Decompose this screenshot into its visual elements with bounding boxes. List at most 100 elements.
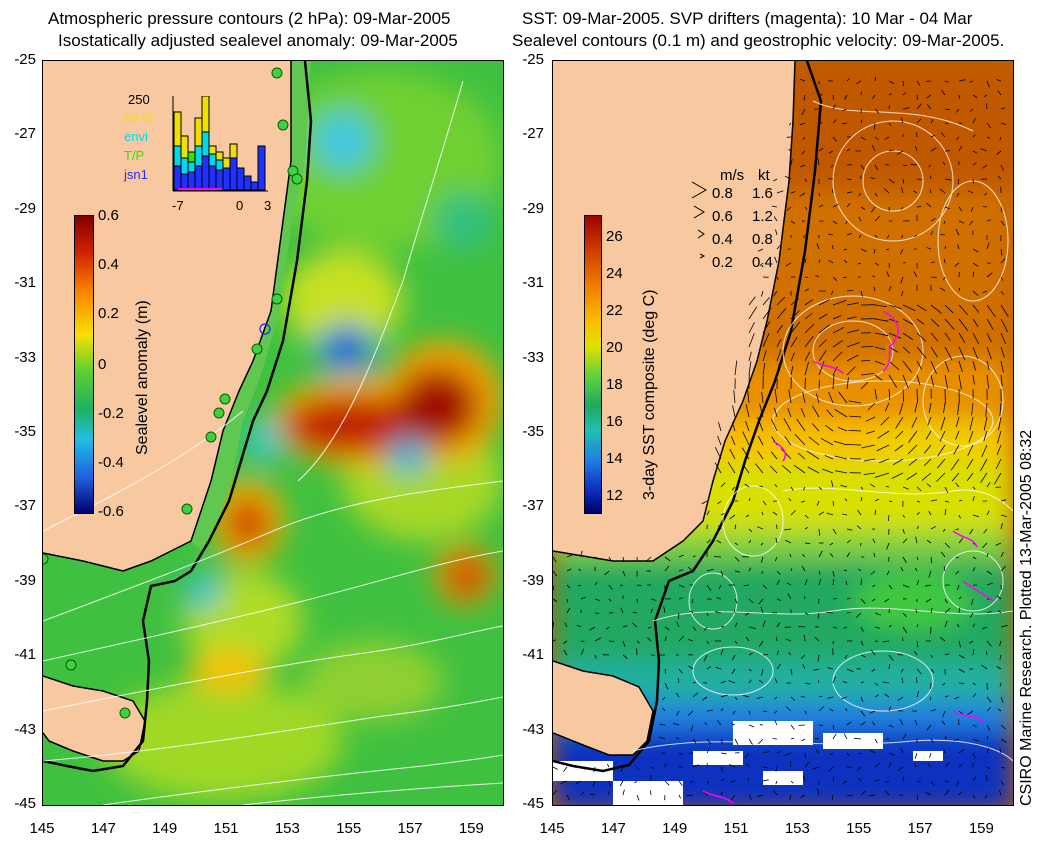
velocity-arrow xyxy=(914,719,918,726)
velocity-arrow xyxy=(566,598,569,603)
velocity-arrow xyxy=(650,598,657,601)
velocity-arrow xyxy=(804,542,811,545)
velocity-arrow xyxy=(817,158,820,166)
velocity-arrow xyxy=(899,719,904,726)
velocity-arrow xyxy=(566,554,574,558)
velocity-arrow xyxy=(824,455,834,460)
velocity-arrow xyxy=(636,598,638,603)
velocity-arrow xyxy=(901,290,904,297)
velocity-arrow xyxy=(775,636,778,642)
velocity-arrow xyxy=(846,377,849,390)
velocity-arrow xyxy=(916,178,922,181)
velocity-arrow xyxy=(846,444,862,446)
velocity-arrow xyxy=(817,679,820,684)
velocity-arrow xyxy=(972,682,976,686)
velocity-arrow xyxy=(916,318,925,325)
inset-ymax-label: 250 xyxy=(128,92,150,107)
velocity-arrow xyxy=(908,458,918,466)
velocity-arrow xyxy=(786,206,792,211)
velocity-arrow xyxy=(907,444,918,455)
velocity-arrow xyxy=(566,584,571,589)
velocity-arrow xyxy=(773,216,778,222)
velocity-arrow xyxy=(734,622,738,628)
velocity-arrow xyxy=(808,436,820,446)
velocity-arrow xyxy=(944,653,950,656)
velocity-arrow xyxy=(874,779,880,782)
velocity-arrow xyxy=(747,777,750,782)
velocity-arrow xyxy=(928,510,932,516)
velocity-arrow xyxy=(818,192,821,197)
velocity-arrow xyxy=(761,668,764,676)
velocity-arrow xyxy=(790,668,793,675)
velocity-arrow xyxy=(745,636,750,642)
velocity-arrow xyxy=(837,427,848,432)
velocity-arrow xyxy=(827,696,834,699)
velocity-arrow xyxy=(796,418,806,432)
velocity-arrow xyxy=(940,551,946,558)
velocity-arrow xyxy=(969,108,974,112)
y-tick-r-0: -25 xyxy=(522,51,544,68)
velocity-arrow xyxy=(871,721,876,726)
velocity-arrow xyxy=(717,525,722,530)
velocity-arrow xyxy=(593,766,596,773)
velocity-arrow xyxy=(829,708,834,712)
velocity-arrow xyxy=(773,407,778,418)
velocity-arrow xyxy=(858,752,862,755)
velocity-arrow xyxy=(925,430,932,440)
velocity-arrow xyxy=(560,780,568,785)
velocity-arrow xyxy=(743,695,750,698)
velocity-arrow xyxy=(969,416,974,431)
velocity-arrow xyxy=(748,296,756,306)
velocity-arrow xyxy=(675,692,680,698)
velocity-row-1-ms: 0.6 xyxy=(712,208,733,225)
velocity-arrow xyxy=(874,192,878,197)
velocity-arrow xyxy=(874,374,883,381)
velocity-arrow xyxy=(804,595,806,600)
velocity-arrow xyxy=(747,389,750,404)
velocity-arrow xyxy=(958,145,963,152)
velocity-arrow xyxy=(730,780,736,783)
velocity-arrow xyxy=(1000,206,1003,213)
velocity-arrow xyxy=(801,565,806,572)
velocity-arrow xyxy=(986,696,992,703)
velocity-arrow xyxy=(605,626,610,630)
velocity-arrow xyxy=(854,737,862,740)
inset-legend-envi: envi xyxy=(124,129,148,144)
velocity-arrow xyxy=(899,402,904,415)
velocity-arrow xyxy=(902,92,907,96)
velocity-arrow xyxy=(793,464,806,474)
velocity-arrow xyxy=(832,104,836,110)
velocity-arrow xyxy=(944,508,947,516)
velocity-arrow xyxy=(985,402,988,417)
velocity-arrow xyxy=(815,749,820,754)
velocity-arrow xyxy=(874,498,880,502)
velocity-arrow xyxy=(888,654,894,661)
velocity-arrow xyxy=(884,402,890,412)
velocity-arrow xyxy=(874,626,881,629)
velocity-arrow xyxy=(706,510,710,516)
velocity-arrow xyxy=(972,738,980,742)
velocity-arrow xyxy=(958,791,962,796)
velocity-arrow xyxy=(888,286,892,292)
velocity-arrow xyxy=(650,790,652,796)
velocity-arrow xyxy=(790,220,796,225)
velocity-arrow xyxy=(897,654,904,656)
velocity-arrow xyxy=(860,710,866,717)
velocity-arrow xyxy=(972,692,977,698)
velocity-arrow xyxy=(957,402,960,416)
velocity-arrow xyxy=(944,346,953,361)
velocity-arrow xyxy=(818,339,827,348)
velocity-arrow xyxy=(914,752,918,760)
velocity-arrow xyxy=(734,542,739,546)
velocity-arrow xyxy=(968,430,974,443)
velocity-arrow xyxy=(673,723,680,726)
velocity-arrow xyxy=(818,147,824,152)
velocity-arrow xyxy=(958,499,963,502)
velocity-arrow xyxy=(692,681,697,684)
velocity-arrow xyxy=(748,652,753,656)
velocity-arrow xyxy=(789,553,792,558)
velocity-arrow xyxy=(566,568,572,572)
velocity-arrow xyxy=(930,304,942,314)
velocity-arrow xyxy=(860,654,866,658)
velocity-arrow xyxy=(832,119,837,124)
